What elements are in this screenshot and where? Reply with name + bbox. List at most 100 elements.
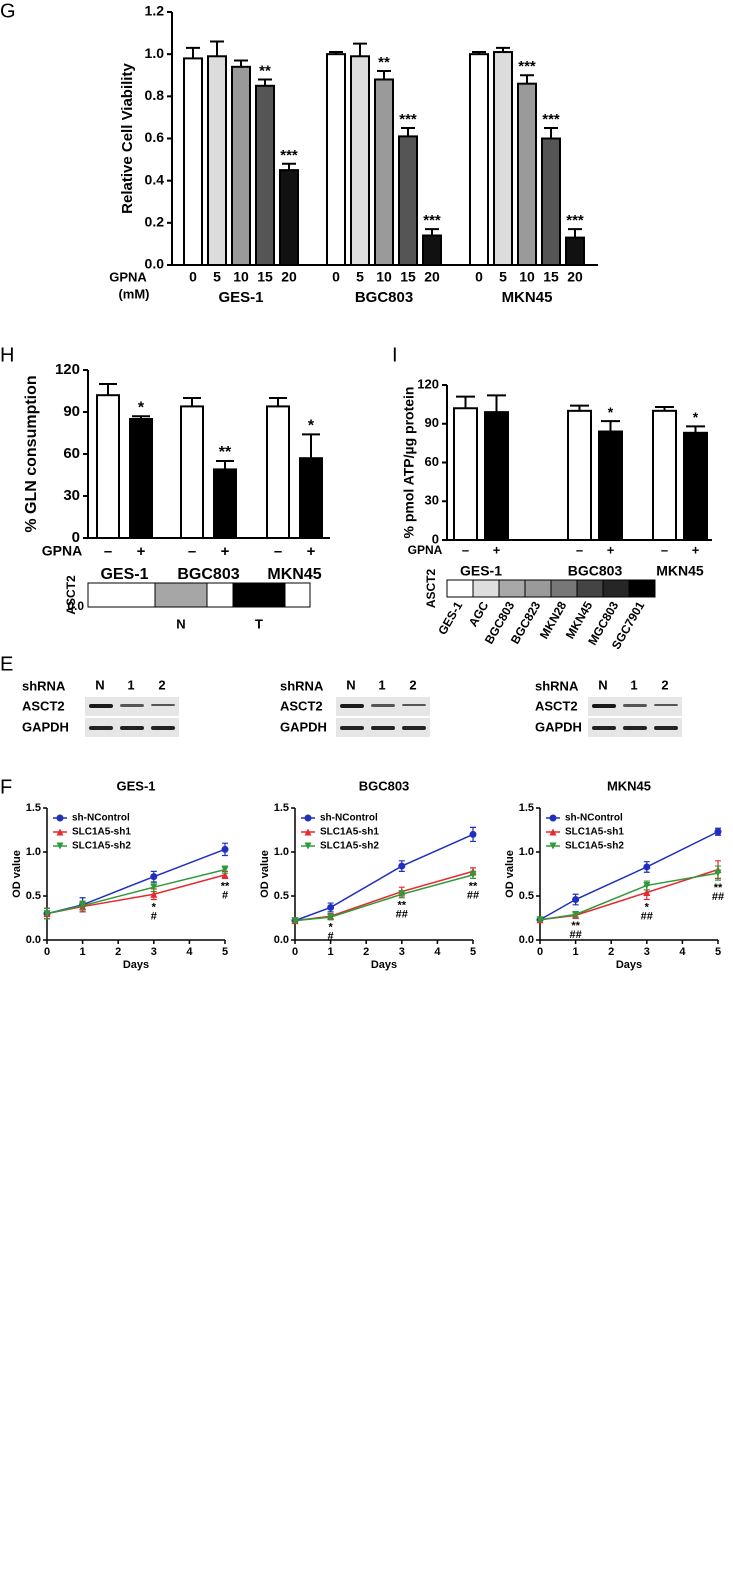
y-tick-label: 30 (425, 493, 439, 508)
annotation: ## (467, 889, 479, 901)
error-bar (472, 51, 486, 55)
blot-column: 2 (661, 677, 668, 692)
bar (493, 51, 513, 266)
y-tick-label: 30 (63, 487, 80, 504)
bar (129, 418, 153, 539)
x-tick-label: 0 (292, 946, 298, 958)
point (714, 869, 722, 877)
point (304, 828, 312, 836)
blot-band (371, 726, 395, 730)
bar (350, 55, 370, 267)
y-axis-label: % GLN consumption (23, 375, 40, 532)
blot-header: shRNA (22, 678, 66, 693)
y-tick-label: 1.5 (274, 802, 289, 814)
error-bar (686, 425, 705, 433)
point (643, 863, 651, 871)
x-tick-label: 0 (475, 269, 483, 285)
point (572, 910, 580, 918)
panel-label: F (0, 776, 12, 798)
annotation: ** (714, 882, 723, 894)
blot-column: N (346, 677, 355, 692)
annotation: * (328, 922, 333, 934)
bar (326, 53, 346, 266)
y-tick-label: 0.0 (274, 934, 289, 946)
x-tick-label: 10 (519, 269, 535, 285)
blot-column: 1 (378, 677, 385, 692)
y-tick-label: 0 (72, 529, 80, 546)
point (221, 866, 229, 874)
strip-label: T (255, 616, 263, 631)
blot-column: N (95, 677, 104, 692)
x-axis-label: Days (371, 959, 397, 971)
significance: * (138, 399, 145, 416)
blot-band (89, 726, 113, 730)
blot-row: ASCT2 (22, 698, 65, 713)
bar (231, 65, 251, 266)
significance: *** (280, 147, 298, 164)
blot-band (623, 726, 647, 730)
strip-cell (446, 579, 474, 598)
x-tick-label: 5 (222, 946, 228, 958)
error-bar (99, 383, 117, 396)
bar (453, 407, 478, 541)
significance: *** (423, 212, 441, 229)
legend-label: SLC1A5-sh1 (320, 827, 379, 838)
series-line (539, 831, 719, 921)
annotation: * (645, 901, 650, 913)
x-tick-label: 5 (499, 269, 507, 285)
x-tick-label: 5 (470, 946, 476, 958)
blot-band (654, 704, 678, 706)
bar (266, 405, 290, 539)
x-tick-label: 15 (543, 269, 559, 285)
error-bar (210, 40, 224, 57)
series-line (294, 874, 474, 922)
strip-title: ASCT2 (424, 569, 438, 609)
error-bar (570, 404, 589, 411)
error-bar (496, 46, 510, 53)
panel-label: I (392, 344, 398, 366)
series-line (539, 872, 719, 921)
point (536, 916, 544, 924)
x-tick-label: 2 (363, 946, 369, 958)
x-tick-label: 1 (328, 946, 334, 958)
blot-band (402, 726, 426, 730)
point (643, 888, 651, 896)
chart-title: MKN45 (607, 778, 651, 793)
y-tick-label: 90 (63, 403, 80, 420)
y-axis-label: OD value (504, 850, 516, 898)
strip-cell (206, 582, 234, 608)
strip-tick-label: 0.0 (67, 599, 84, 613)
y-tick-label: 0.5 (519, 890, 534, 902)
blot-band (623, 704, 647, 707)
strip-cell (576, 579, 604, 598)
annotation: ## (569, 929, 581, 941)
legend-label: sh-NControl (320, 813, 378, 824)
significance: ** (259, 62, 271, 79)
group-label: BGC803 (177, 566, 239, 583)
chart-title: BGC803 (359, 778, 410, 793)
y-tick-label: 0.5 (26, 890, 41, 902)
blot-row: GAPDH (22, 719, 69, 734)
annotation: # (222, 889, 228, 901)
point (43, 910, 51, 918)
panel-label: H (0, 344, 14, 366)
blot-band (89, 704, 113, 708)
x-tick-label: + (493, 542, 501, 557)
error-bar (401, 126, 415, 137)
significance: * (308, 418, 315, 435)
bar (207, 55, 227, 267)
x-tick-label: 2 (115, 946, 121, 958)
x-axis-label: GPNA (408, 543, 443, 557)
x-axis-label: GPNA (109, 269, 147, 284)
x-tick-label: – (576, 542, 583, 557)
annotation: ** (221, 880, 230, 892)
error-bar (183, 397, 201, 407)
legend-label: sh-NControl (72, 813, 130, 824)
blot-row: GAPDH (535, 719, 582, 734)
blot-column: 1 (127, 677, 134, 692)
error-bar (269, 397, 287, 407)
blot-band (340, 726, 364, 730)
x-tick-label: 15 (400, 269, 416, 285)
